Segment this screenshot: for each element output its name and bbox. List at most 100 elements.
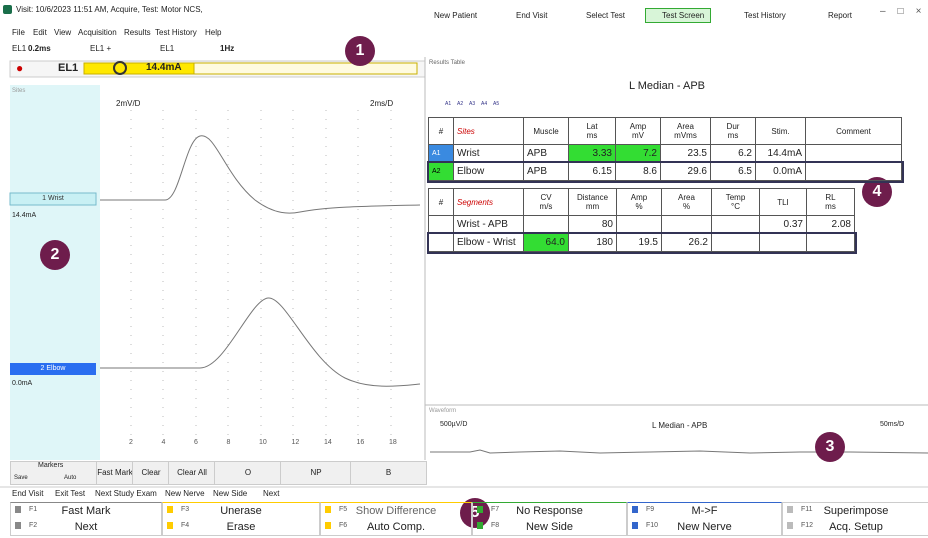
header-cell: Amp% xyxy=(616,188,662,216)
key-name: F10 xyxy=(632,522,658,529)
key-name: F9 xyxy=(632,506,654,513)
key-label: Unerase xyxy=(220,505,262,517)
table-cell: A2 xyxy=(428,162,454,181)
action-link[interactable]: New Side xyxy=(213,489,248,498)
markers-box xyxy=(10,461,97,485)
menu-item[interactable]: View xyxy=(54,28,72,37)
table-cell: 0.0mA xyxy=(755,162,806,181)
panel-button[interactable]: Clear xyxy=(132,461,170,485)
menu-item[interactable]: Acquisition xyxy=(78,28,117,37)
table-cell: APB xyxy=(523,162,569,181)
table-cell xyxy=(759,233,807,252)
waveform-title: L Median - APB xyxy=(652,421,708,430)
key-name: F11 xyxy=(787,506,813,513)
menu-item[interactable]: Edit xyxy=(33,28,47,37)
toolbar-button[interactable]: Select Test xyxy=(586,11,625,20)
table-cell xyxy=(428,215,454,234)
stim-label: EL1 xyxy=(58,62,79,74)
header-cell: CV m/s xyxy=(523,188,569,216)
tab[interactable]: A3 xyxy=(469,101,476,107)
tab[interactable]: A5 xyxy=(493,101,500,107)
key-label: Acq. Setup xyxy=(829,521,883,533)
function-key[interactable]: F12 Acq. Setup xyxy=(782,519,928,536)
header-row: # Sites Muscle Lat ms Amp mV Area mVms Dur ms Stim.… xyxy=(428,117,902,145)
menu-item[interactable]: Results xyxy=(124,28,151,37)
table-cell xyxy=(428,233,454,252)
tab[interactable]: A4 xyxy=(481,101,488,107)
header-cell: # xyxy=(428,188,454,216)
toolbar-button[interactable]: End Visit xyxy=(516,11,548,20)
table-cell: Wrist - APB xyxy=(453,215,524,234)
table-cell: 23.5 xyxy=(660,144,711,163)
site-name[interactable]: 1 Wrist xyxy=(42,195,64,202)
site-name[interactable]: 2 Elbow xyxy=(40,365,66,372)
key-name: F8 xyxy=(477,522,499,529)
function-key[interactable]: F6 Auto Comp. xyxy=(320,519,472,536)
sweep: 50ms/D xyxy=(880,421,905,428)
tab[interactable]: A2 xyxy=(457,101,464,107)
marker-option[interactable]: Auto xyxy=(64,475,77,481)
header-cell: TLI xyxy=(759,188,807,216)
header-text: TLI xyxy=(777,197,789,207)
sensitivity: 2mV/D xyxy=(116,99,141,108)
site-stim: 14.4mA xyxy=(12,212,37,219)
marker-option[interactable]: Save xyxy=(14,475,28,481)
key-label: Erase xyxy=(226,521,256,533)
header-cell: Lat ms xyxy=(568,117,616,145)
header-text: Stim. xyxy=(771,126,790,136)
action-link[interactable]: Next xyxy=(263,489,280,498)
table-cell: 2.08 xyxy=(806,215,855,234)
action-link[interactable]: End Visit xyxy=(12,489,44,498)
table-cell: 19.5 xyxy=(616,233,662,252)
header-cell: Stim. xyxy=(755,117,806,145)
function-key[interactable]: F3 Unerase xyxy=(162,502,320,519)
function-key[interactable]: F2 Next xyxy=(10,519,162,536)
table-cell: 64.0 xyxy=(523,233,569,252)
toolbar-button[interactable]: New Patient xyxy=(434,11,478,20)
tab[interactable]: A1 xyxy=(445,101,452,107)
site-box xyxy=(9,192,97,206)
x-tick-label: 12 xyxy=(291,439,300,446)
table-cell xyxy=(805,162,902,181)
callout: 3 xyxy=(815,432,845,462)
function-key[interactable]: F5 Show Difference xyxy=(320,502,472,519)
panel-button[interactable]: NP xyxy=(280,461,352,485)
header-text: % xyxy=(682,202,691,211)
x-tick-label: 2 xyxy=(129,439,133,446)
table-cell: 80 xyxy=(568,215,617,234)
slider-knob[interactable] xyxy=(113,61,127,75)
header-cell: Muscle xyxy=(523,117,569,145)
function-key[interactable]: F4 Erase xyxy=(162,519,320,536)
function-key[interactable]: F10 New Nerve xyxy=(627,519,782,536)
action-link[interactable]: Next Study Exam xyxy=(95,489,157,498)
function-key[interactable]: F1 Fast Mark xyxy=(10,502,162,519)
panel-button[interactable]: B xyxy=(350,461,427,485)
menu-item[interactable]: File xyxy=(12,28,25,37)
table-cell xyxy=(806,233,855,252)
panel-button[interactable]: Clear All xyxy=(168,461,216,485)
header-text: mVms xyxy=(674,131,697,140)
header-text: Comment xyxy=(836,126,871,136)
intensity: 14.4mA xyxy=(146,62,182,73)
key-name: F2 xyxy=(15,522,37,529)
results-table: # Sites Muscle Lat ms Amp mV Area mVms Dur ms Stim.… xyxy=(426,117,904,183)
table-cell: 6.15 xyxy=(568,162,616,181)
toolbar-button[interactable]: Test History xyxy=(744,11,786,20)
function-key[interactable]: F9 M->F xyxy=(627,502,782,519)
channel: EL1 xyxy=(12,44,27,53)
function-key[interactable]: F8 New Side xyxy=(472,519,627,536)
menu-item[interactable]: Test History xyxy=(155,28,197,37)
panel-button[interactable]: O xyxy=(214,461,282,485)
menu-item[interactable]: Help xyxy=(205,28,222,37)
header-text: RL xyxy=(825,193,836,202)
electrode: EL1 xyxy=(160,44,175,53)
function-key[interactable]: F7 No Response xyxy=(472,502,627,519)
action-link[interactable]: New Nerve xyxy=(165,489,205,498)
function-key[interactable]: F11 Superimpose xyxy=(782,502,928,519)
header-cell: Segments xyxy=(453,188,524,216)
table-row: A2 Elbow APB 6.15 8.6 29.6 6.5 0.0mA xyxy=(426,160,904,183)
toolbar-button[interactable]: Test Screen xyxy=(645,8,712,23)
toolbar-button[interactable]: Report xyxy=(828,11,853,20)
panel-button[interactable]: Fast Mark xyxy=(96,461,134,485)
action-link[interactable]: Exit Test xyxy=(55,489,86,498)
